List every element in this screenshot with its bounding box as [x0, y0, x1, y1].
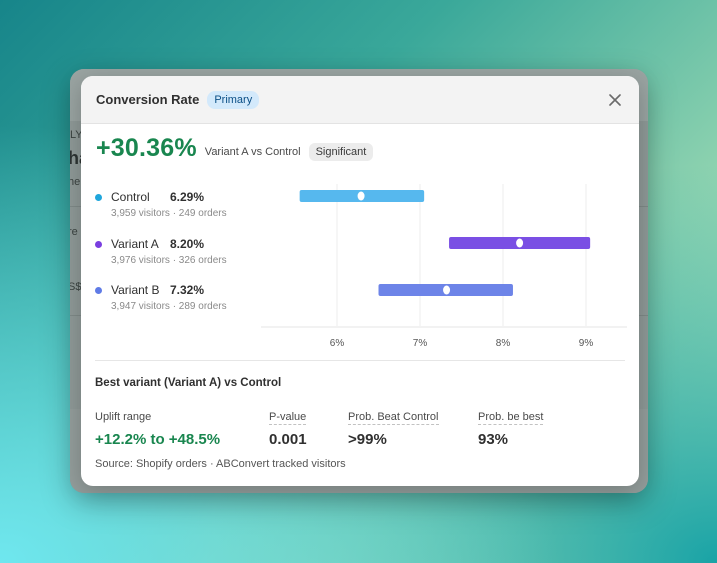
variant-color-dot — [95, 286, 102, 294]
background-text: LY — [70, 129, 83, 141]
x-tick-label: 8% — [496, 338, 511, 349]
variant-stats: 3,976 visitors · 326 orders — [111, 255, 227, 266]
variant-name: Control — [111, 190, 150, 204]
variant-rate: 6.29% — [170, 190, 205, 204]
stat-value: 93% — [478, 431, 509, 448]
prob-beat-control-stat: Prob. Beat Control >99% — [348, 407, 439, 448]
close-button[interactable] — [605, 90, 625, 110]
point-estimate-marker — [443, 285, 451, 295]
x-tick-label: 6% — [330, 338, 345, 349]
stat-value: >99% — [348, 431, 387, 448]
variant-control: Control 6.29% 3,959 visitors · 249 order… — [95, 189, 265, 219]
primary-badge: Primary — [207, 90, 260, 109]
section-divider — [95, 360, 625, 361]
variant-stats: 3,959 visitors · 249 orders — [111, 208, 227, 219]
point-estimate-marker — [357, 191, 365, 201]
comparison-label: Variant A vs Control — [204, 145, 301, 158]
variant-rate: 8.20% — [170, 237, 205, 251]
x-tick-label: 7% — [413, 338, 428, 349]
stat-label: Uplift range — [95, 411, 152, 423]
variant-name: Variant B — [111, 283, 160, 297]
background-text: re — [70, 226, 78, 238]
variant-a: Variant A 8.20% 3,976 visitors · 326 ord… — [95, 236, 265, 266]
variant-stats: 3,947 visitors · 289 orders — [111, 301, 227, 312]
stat-value: +12.2% to +48.5% — [95, 431, 221, 448]
confidence-interval-chart: 6% 7% 8% 9% — [261, 184, 627, 349]
variant-rate: 7.32% — [170, 283, 205, 297]
stat-label[interactable]: Prob. Beat Control — [348, 411, 439, 425]
source-note: Source: Shopify orders · ABConvert track… — [95, 458, 346, 470]
point-estimate-marker — [516, 238, 524, 248]
p-value-stat: P-value 0.001 — [269, 407, 307, 448]
uplift-value: +30.36% — [96, 134, 197, 162]
headline: +30.36% Variant A vs Control Significant — [96, 134, 374, 163]
best-variant-title: Best variant (Variant A) vs Control — [95, 377, 282, 389]
stat-value: 0.001 — [269, 431, 307, 448]
variant-b: Variant B 7.32% 3,947 visitors · 289 ord… — [95, 282, 265, 312]
stat-label[interactable]: Prob. be best — [478, 411, 544, 425]
variant-name: Variant A — [111, 237, 159, 251]
significance-badge: Significant — [308, 142, 374, 161]
x-tick-label: 9% — [579, 338, 594, 349]
prob-be-best-stat: Prob. be best 93% — [478, 407, 544, 448]
conversion-rate-modal: Conversion Rate Primary +30.36% Variant … — [81, 76, 639, 486]
close-icon — [609, 94, 621, 106]
variant-color-dot — [95, 240, 102, 248]
variant-color-dot — [95, 193, 102, 201]
background-text: he — [70, 176, 81, 188]
stat-label[interactable]: P-value — [269, 411, 307, 425]
background-text: , — [70, 247, 71, 275]
modal-header: Conversion Rate Primary — [81, 76, 639, 124]
uplift-range-stat: Uplift range +12.2% to +48.5% — [95, 407, 220, 448]
background-text: S$ — [70, 281, 82, 293]
modal-title: Conversion Rate — [96, 92, 200, 107]
